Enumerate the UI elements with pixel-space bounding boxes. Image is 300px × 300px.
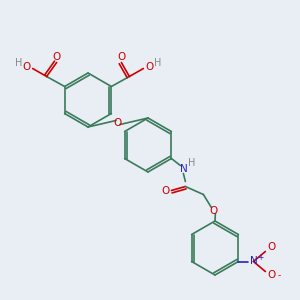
Text: O: O: [117, 52, 125, 61]
Text: O: O: [22, 62, 31, 73]
Text: O: O: [114, 118, 122, 128]
Text: N: N: [250, 256, 257, 266]
Text: -: -: [278, 271, 281, 280]
Text: +: +: [257, 253, 264, 262]
Text: H: H: [188, 158, 195, 169]
Text: N: N: [179, 164, 187, 173]
Text: H: H: [154, 58, 161, 68]
Text: O: O: [161, 185, 169, 196]
Text: O: O: [145, 62, 154, 73]
Text: O: O: [267, 271, 275, 281]
Text: O: O: [52, 52, 61, 61]
Text: O: O: [267, 242, 275, 253]
Text: H: H: [15, 58, 22, 68]
Text: O: O: [209, 206, 217, 215]
